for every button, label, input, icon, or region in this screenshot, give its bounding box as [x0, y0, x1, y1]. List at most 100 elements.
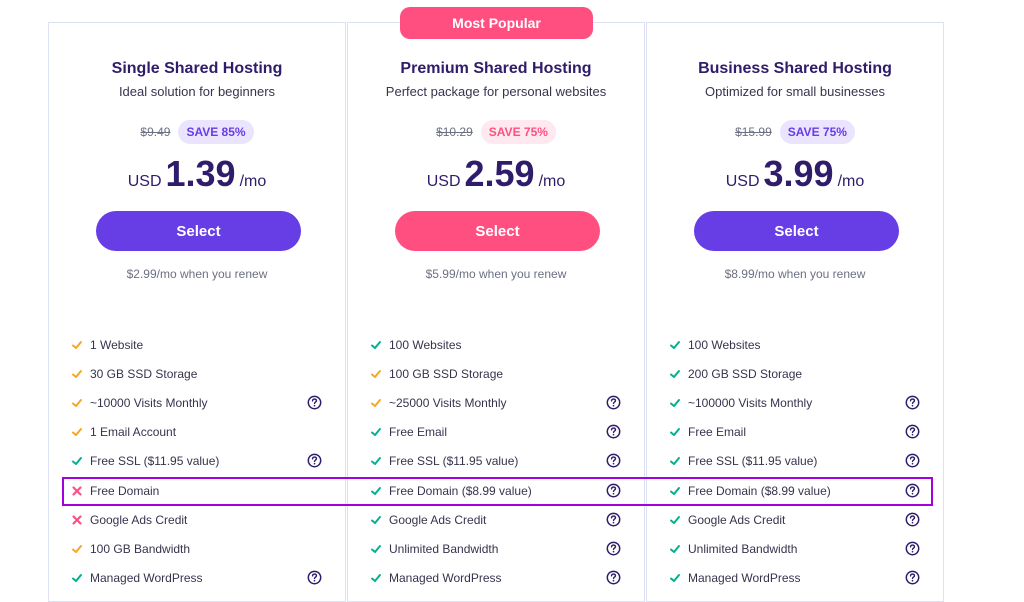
feature-text: ~10000 Visits Monthly [90, 396, 208, 411]
check-icon [371, 544, 381, 553]
feature-text: 100 Websites [389, 338, 462, 352]
feature-text: 200 GB SSD Storage [688, 367, 803, 382]
help-icon[interactable] [307, 453, 322, 468]
help-icon[interactable] [307, 570, 322, 585]
feature-text: 30 GB SSD Storage [90, 367, 198, 382]
price-value: 2.59 [464, 153, 535, 194]
feature-text: Free SSL ($11.95 value) [688, 454, 818, 469]
check-icon [670, 457, 680, 466]
check-icon [371, 457, 381, 466]
help-icon[interactable] [905, 512, 920, 527]
select-button[interactable]: Select [395, 211, 600, 251]
help-icon[interactable] [905, 395, 920, 410]
help-icon[interactable] [606, 541, 621, 556]
check-icon [371, 341, 381, 349]
plan-card: Premium Shared Hosting Perfect package fo… [347, 22, 645, 602]
help-icon[interactable] [905, 483, 920, 498]
check-icon [670, 486, 680, 495]
check-icon [371, 370, 381, 379]
feature-text: Managed WordPress [389, 570, 502, 585]
help-icon[interactable] [905, 541, 920, 556]
check-icon [72, 341, 82, 349]
period: /mo [538, 173, 566, 190]
feature-text: Google Ads Credit [389, 512, 487, 527]
help-icon[interactable] [606, 395, 621, 410]
check-icon [670, 399, 680, 408]
cross-icon [72, 514, 82, 525]
check-icon [371, 486, 381, 495]
feature-text: Google Ads Credit [688, 512, 786, 527]
save-badge: SAVE 85% [178, 120, 254, 144]
check-icon [670, 341, 680, 349]
check-icon [371, 428, 381, 437]
feature-text: Free Domain [90, 483, 160, 498]
feature-text: Free Domain ($8.99 value) [389, 483, 532, 498]
feature-text: ~25000 Visits Monthly [389, 396, 507, 411]
check-icon [371, 515, 381, 524]
cross-icon [72, 485, 82, 496]
feature-text: Free Email [688, 425, 747, 440]
currency: USD [426, 173, 461, 190]
check-icon [72, 544, 82, 553]
help-icon[interactable] [606, 483, 621, 498]
plan-card: Single Shared Hosting Ideal solution for … [48, 22, 346, 602]
check-icon [72, 428, 82, 437]
save-badge: SAVE 75% [480, 120, 556, 144]
old-price: $9.49 [140, 125, 171, 139]
feature-text: Unlimited Bandwidth [389, 541, 499, 556]
check-icon [670, 573, 680, 582]
price-row: $15.99 SAVE 75% [647, 120, 943, 144]
renew-note: $2.99/mo when you renew [126, 267, 268, 281]
feature-text: Google Ads Credit [90, 512, 188, 527]
feature-text: Unlimited Bandwidth [688, 541, 798, 556]
check-icon [72, 370, 82, 379]
check-icon [72, 573, 82, 582]
save-badge: SAVE 75% [779, 120, 855, 144]
old-price: $10.29 [436, 125, 473, 139]
check-icon [670, 370, 680, 379]
select-button[interactable]: Select [694, 211, 899, 251]
feature-text: Free SSL ($11.95 value) [90, 454, 220, 469]
feature-text: 100 GB SSD Storage [389, 367, 504, 382]
feature-text: Free SSL ($11.95 value) [389, 454, 519, 469]
feature-text: Managed WordPress [688, 570, 801, 585]
plan-subtitle: Perfect package for personal websites [385, 84, 607, 99]
plan-title: Single Shared Hosting [111, 60, 283, 77]
price: USD 3.99/mo [647, 153, 943, 195]
feature-text: 100 Websites [688, 338, 761, 352]
plan-title: Premium Shared Hosting [400, 60, 592, 77]
help-icon[interactable] [606, 424, 621, 439]
price-value: 1.39 [165, 153, 236, 194]
price-value: 3.99 [763, 153, 834, 194]
price-row: $10.29 SAVE 75% [348, 120, 644, 144]
old-price: $15.99 [735, 125, 772, 139]
feature-text: 100 GB Bandwidth [90, 541, 191, 556]
feature-text: Free Domain ($8.99 value) [688, 483, 831, 498]
page: Single Shared Hosting Ideal solution for … [48, 7, 944, 602]
check-icon [72, 399, 82, 408]
plan-card: Business Shared Hosting Optimized for sma… [646, 22, 944, 602]
plan-subtitle: Ideal solution for beginners [118, 84, 276, 99]
help-icon[interactable] [307, 395, 322, 410]
feature-text: Free Email [389, 425, 448, 440]
renew-note: $5.99/mo when you renew [425, 267, 567, 281]
check-icon [670, 544, 680, 553]
price: USD 1.39/mo [49, 153, 345, 195]
renew-note: $8.99/mo when you renew [724, 267, 866, 281]
feature-text: 1 Email Account [90, 425, 177, 440]
check-icon [72, 457, 82, 466]
help-icon[interactable] [606, 570, 621, 585]
price: USD 2.59/mo [348, 153, 644, 195]
help-icon[interactable] [905, 453, 920, 468]
help-icon[interactable] [606, 512, 621, 527]
period: /mo [837, 173, 865, 190]
feature-text: ~100000 Visits Monthly [688, 396, 813, 411]
select-button[interactable]: Select [96, 211, 301, 251]
currency: USD [127, 173, 162, 190]
help-icon[interactable] [905, 424, 920, 439]
help-icon[interactable] [905, 570, 920, 585]
period: /mo [239, 173, 267, 190]
check-icon [371, 573, 381, 582]
help-icon[interactable] [606, 453, 621, 468]
plan-subtitle: Optimized for small businesses [705, 84, 885, 99]
